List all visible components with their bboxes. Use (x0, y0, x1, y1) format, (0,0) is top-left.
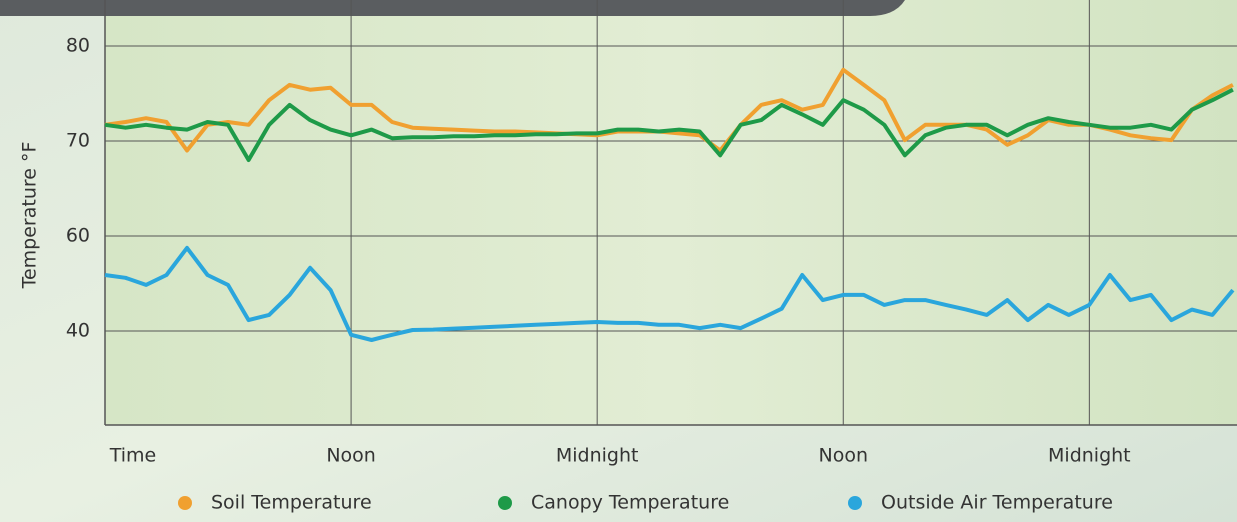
chart: Temperature °F Time 80 70 60 40 Noon Midnight… (0, 0, 1237, 522)
y-tick-label: 40 (66, 320, 90, 342)
y-axis-label: Temperature °F (19, 142, 41, 290)
legend-marker (178, 496, 192, 510)
x-tick-label: Noon (819, 445, 869, 467)
x-tick-label: Midnight (1048, 445, 1131, 467)
x-tick-label: Noon (326, 445, 376, 467)
y-tick-label: 80 (66, 35, 90, 57)
legend-label: Outside Air Temperature (881, 492, 1113, 514)
legend-label: Canopy Temperature (531, 492, 729, 514)
y-tick-label: 60 (66, 225, 90, 247)
header-bar (0, 0, 905, 16)
plot-area (105, 0, 1237, 425)
legend-label: Soil Temperature (211, 492, 372, 514)
y-tick-label: 70 (66, 130, 90, 152)
legend-marker (498, 496, 512, 510)
legend-marker (848, 496, 862, 510)
x-axis-label: Time (109, 445, 157, 467)
x-tick-label: Midnight (556, 445, 639, 467)
